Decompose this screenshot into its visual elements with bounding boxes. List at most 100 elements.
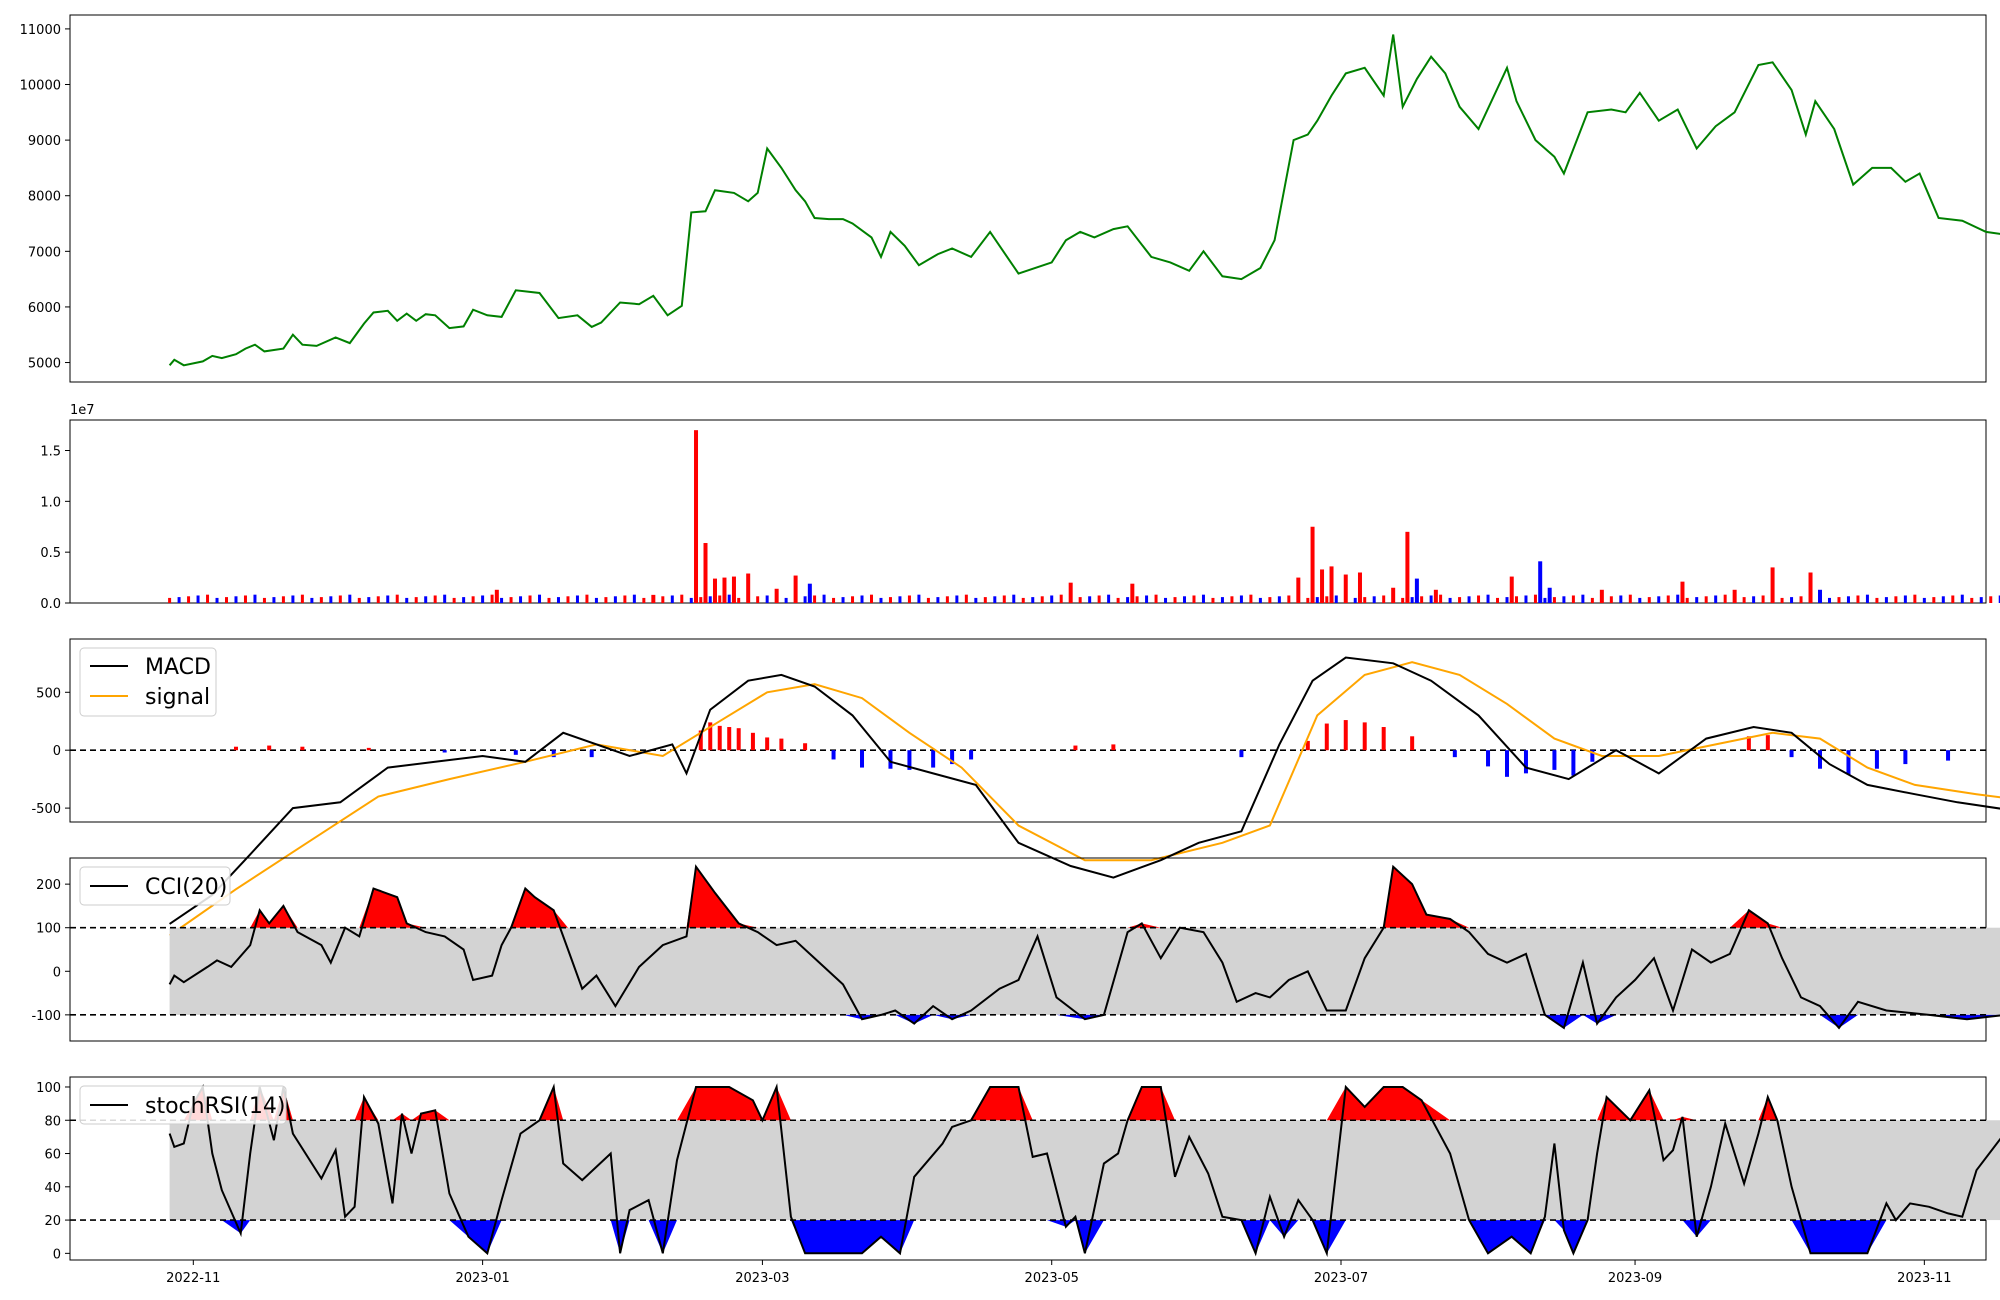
macd-histogram-bar bbox=[442, 750, 447, 753]
volume-bar bbox=[1391, 587, 1396, 603]
volume-bar bbox=[737, 597, 741, 603]
volume-bar bbox=[1287, 595, 1291, 603]
macd-panel-frame bbox=[69, 638, 1987, 823]
volume-bar bbox=[243, 595, 247, 603]
volume-bar bbox=[1704, 596, 1708, 603]
cci-legend: CCI(20) bbox=[79, 866, 231, 906]
volume-bar bbox=[424, 596, 428, 603]
macd-histogram-bar bbox=[750, 732, 755, 751]
volume-bar bbox=[694, 430, 699, 603]
volume-bar bbox=[1277, 596, 1281, 603]
volume-bar bbox=[1970, 597, 1974, 603]
volume-bar bbox=[1329, 566, 1334, 603]
x-tick-label: 2023-03 bbox=[735, 1271, 789, 1286]
volume-bar bbox=[1382, 595, 1386, 603]
volume-bar bbox=[712, 578, 717, 603]
volume-bar bbox=[813, 595, 817, 603]
macd-histogram-bar bbox=[1486, 750, 1491, 767]
macd-histogram-bar bbox=[513, 750, 518, 755]
macd-histogram-bar bbox=[1818, 750, 1823, 769]
volume-bar bbox=[1306, 597, 1310, 603]
volume-bar bbox=[623, 595, 627, 603]
volume-bar bbox=[494, 589, 499, 603]
volume-bar bbox=[1761, 595, 1765, 603]
macd-histogram-bar bbox=[931, 750, 936, 768]
macd-histogram-bar bbox=[1523, 750, 1528, 774]
volume-bar bbox=[1201, 594, 1205, 603]
volume-bar bbox=[405, 597, 409, 603]
volume-bar bbox=[1012, 594, 1016, 603]
stochrsi-overbought-fill bbox=[169, 1087, 2000, 1121]
volume-bar bbox=[1856, 595, 1860, 603]
y-tick-label: 100 bbox=[36, 922, 61, 937]
volume-bar bbox=[1951, 595, 1955, 603]
volume-bar bbox=[1865, 594, 1869, 603]
volume-bar bbox=[234, 596, 238, 603]
volume-bar bbox=[272, 597, 276, 603]
volume-bar bbox=[1325, 596, 1329, 603]
volume-bar bbox=[1979, 597, 1983, 603]
macd-histogram-bar bbox=[779, 738, 784, 751]
volume-bar bbox=[1258, 597, 1262, 603]
y-tick-label: 8000 bbox=[28, 190, 61, 205]
macd-histogram-bar bbox=[1571, 750, 1576, 776]
volume-bar bbox=[329, 596, 333, 603]
volume-bar bbox=[1799, 596, 1803, 603]
volume-bar bbox=[1685, 597, 1689, 603]
volume-bar bbox=[1628, 594, 1632, 603]
volume-bar bbox=[1875, 597, 1879, 603]
macd-histogram-bar bbox=[969, 750, 974, 760]
volume-bar bbox=[168, 597, 172, 603]
volume-bar bbox=[1547, 587, 1552, 603]
volume-bar bbox=[1173, 597, 1177, 603]
volume-bar bbox=[708, 596, 712, 603]
volume-offset-label: 1e7 bbox=[70, 403, 95, 418]
volume-bar bbox=[632, 594, 636, 603]
y-tick-label: 1.5 bbox=[40, 445, 61, 460]
volume-bar bbox=[1220, 597, 1224, 603]
macd-histogram-bar bbox=[765, 737, 770, 751]
volume-bar bbox=[1315, 597, 1319, 603]
macd-histogram-bar bbox=[1846, 750, 1851, 775]
volume-bar bbox=[1571, 595, 1575, 603]
y-tick-label: 40 bbox=[44, 1181, 61, 1196]
volume-bar bbox=[1192, 595, 1196, 603]
volume-bar bbox=[1770, 567, 1775, 603]
volume-bar bbox=[731, 576, 736, 603]
volume-bar bbox=[1183, 596, 1187, 603]
volume-bar bbox=[689, 597, 693, 603]
volume-bar bbox=[1230, 596, 1234, 603]
volume-bar bbox=[414, 597, 418, 603]
cci-y-axis: 200 100 0 -100 bbox=[31, 878, 70, 1024]
volume-bar bbox=[1680, 581, 1685, 603]
macd-histogram-bar bbox=[1073, 745, 1078, 751]
volume-bar bbox=[1837, 597, 1841, 603]
volume-bar bbox=[1846, 596, 1850, 603]
macd-histogram-bar bbox=[300, 746, 305, 751]
y-tick-label: 6000 bbox=[28, 301, 61, 316]
macd-histogram-bar bbox=[907, 750, 912, 770]
volume-bar bbox=[310, 597, 314, 603]
volume-bar bbox=[1505, 597, 1509, 603]
volume-bar bbox=[699, 597, 703, 603]
stochrsi-line bbox=[168, 1083, 2000, 1258]
signal-line bbox=[169, 661, 2000, 937]
volume-bar bbox=[1343, 574, 1348, 603]
macd-histogram-bar bbox=[551, 750, 556, 758]
volume-bar bbox=[661, 596, 665, 603]
volume-bar bbox=[1320, 569, 1325, 603]
volume-bar bbox=[1050, 595, 1054, 603]
volume-bar bbox=[1922, 597, 1926, 603]
volume-bar bbox=[613, 596, 617, 603]
volume-bar bbox=[774, 588, 779, 603]
volume-bar bbox=[936, 597, 940, 603]
shared-x-axis: 2022-11 2023-01 2023-03 2023-05 2023-07 2023-… bbox=[166, 1260, 1952, 1286]
volume-bar bbox=[1031, 597, 1035, 603]
volume-bar bbox=[500, 597, 504, 603]
y-tick-label: 60 bbox=[44, 1148, 61, 1163]
volume-bar bbox=[1130, 583, 1135, 603]
y-tick-label: 20 bbox=[44, 1214, 61, 1229]
volume-bar bbox=[1590, 597, 1594, 603]
macd-histogram-bar bbox=[1410, 736, 1415, 751]
volume-bar bbox=[443, 594, 447, 603]
